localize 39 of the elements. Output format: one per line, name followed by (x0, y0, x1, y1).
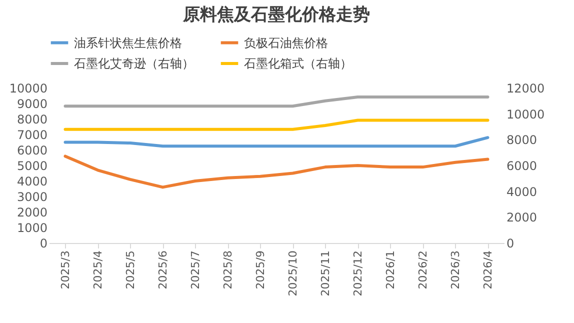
legend-label: 石墨化艾奇逊（右轴） (74, 56, 194, 70)
legend-label: 石墨化箱式（右轴） (244, 56, 352, 70)
x-tick-label: 2026/1 (384, 250, 397, 290)
y2-tick-label: 8000 (506, 133, 538, 148)
y-tick-label: 2000 (16, 206, 48, 220)
x-tick-label: 2025/9 (254, 250, 267, 290)
legend-label: 负极石油焦价格 (244, 36, 328, 50)
line-series (64, 136, 490, 148)
y2-tick-label: 0 (506, 236, 514, 250)
y2-tick-label: 2000 (506, 210, 538, 225)
y-tick-label: 9000 (16, 97, 48, 111)
y2-tick-label: 4000 (506, 184, 538, 199)
x-tick-label: 2025/12 (351, 250, 364, 296)
y-tick-label: 1000 (16, 221, 48, 235)
x-tick-label: 2025/8 (221, 250, 234, 290)
y-tick-label: 10000 (9, 82, 48, 96)
x-tick-label: 2025/7 (188, 250, 202, 290)
y-tick-label: 6000 (16, 144, 48, 158)
y-tick-label: 5000 (16, 159, 48, 173)
y2-tick-label: 6000 (506, 159, 538, 173)
x-tick-label: 2025/10 (286, 250, 300, 296)
y-tick-label: 7000 (16, 128, 48, 142)
x-tick-label: 2025/3 (58, 250, 72, 290)
legend-label: 油系针状焦生焦价格 (74, 36, 182, 50)
x-tick-label: 2025/5 (124, 250, 137, 290)
y-tick-label: 8000 (16, 112, 48, 126)
x-tick-label: 2026/2 (416, 250, 430, 290)
y-tick-label: 0 (40, 236, 48, 250)
chart-title: 原料焦及石墨化价格走势 (182, 5, 370, 25)
x-tick-label: 2026/3 (448, 250, 462, 290)
x-tick-label: 2025/11 (318, 250, 332, 296)
x-tick-label: 2025/6 (156, 250, 170, 290)
y2-tick-label: 12000 (506, 82, 545, 96)
y-tick-label: 3000 (16, 190, 48, 204)
x-tick-label: 2026/4 (481, 250, 494, 290)
line-series (64, 154, 490, 189)
x-tick-label: 2025/4 (91, 250, 104, 290)
y-tick-label: 4000 (16, 174, 48, 188)
y2-tick-label: 10000 (506, 107, 545, 122)
